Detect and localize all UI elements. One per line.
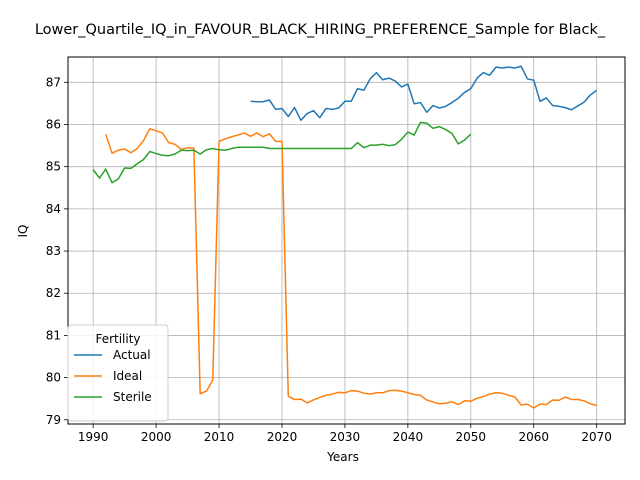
- grid-lines: [68, 57, 625, 424]
- axes-frame: [67, 56, 626, 425]
- plot-lines: [92, 65, 598, 409]
- series-line-sterile: [92, 121, 472, 184]
- legend-label-sterile: Sterile: [113, 390, 152, 404]
- legend-label-actual: Actual: [113, 348, 151, 362]
- x-axis-ticks: 1990 2000 2010 2020 2030 2040 2050 2060 2070: [78, 424, 612, 444]
- x-tick-label: 2020: [267, 430, 298, 444]
- y-tick-label: 82: [46, 286, 61, 300]
- legend: Fertility Actual Ideal Sterile: [67, 324, 169, 422]
- series-line-actual: [250, 65, 598, 122]
- y-tick-label: 86: [46, 117, 61, 131]
- legend-title: Fertility: [95, 332, 140, 346]
- x-tick-label: 2000: [141, 430, 172, 444]
- x-tick-label: 2040: [393, 430, 424, 444]
- legend-items: Actual Ideal Sterile: [74, 348, 152, 404]
- x-tick-label: 1990: [78, 430, 109, 444]
- y-tick-label: 81: [46, 328, 61, 342]
- x-tick-label: 2050: [456, 430, 487, 444]
- x-tick-label: 2070: [581, 430, 612, 444]
- y-tick-label: 79: [46, 413, 61, 427]
- legend-label-ideal: Ideal: [113, 369, 142, 383]
- x-tick-label: 2060: [518, 430, 549, 444]
- x-tick-label: 2010: [204, 430, 235, 444]
- y-axis-ticks: 79 80 81 82 83 84 85 86 87: [46, 75, 68, 427]
- x-tick-label: 2030: [330, 430, 361, 444]
- y-tick-label: 80: [46, 371, 61, 385]
- y-axis-label: IQ: [16, 225, 30, 238]
- y-tick-label: 84: [46, 202, 61, 216]
- y-tick-label: 85: [46, 160, 61, 174]
- y-tick-label: 83: [46, 244, 61, 258]
- chart-title: Lower_Quartile_IQ_in_FAVOUR_BLACK_HIRING…: [35, 22, 606, 38]
- x-axis-label: Years: [326, 450, 359, 464]
- y-tick-label: 87: [46, 75, 61, 89]
- series-line-ideal: [105, 127, 597, 409]
